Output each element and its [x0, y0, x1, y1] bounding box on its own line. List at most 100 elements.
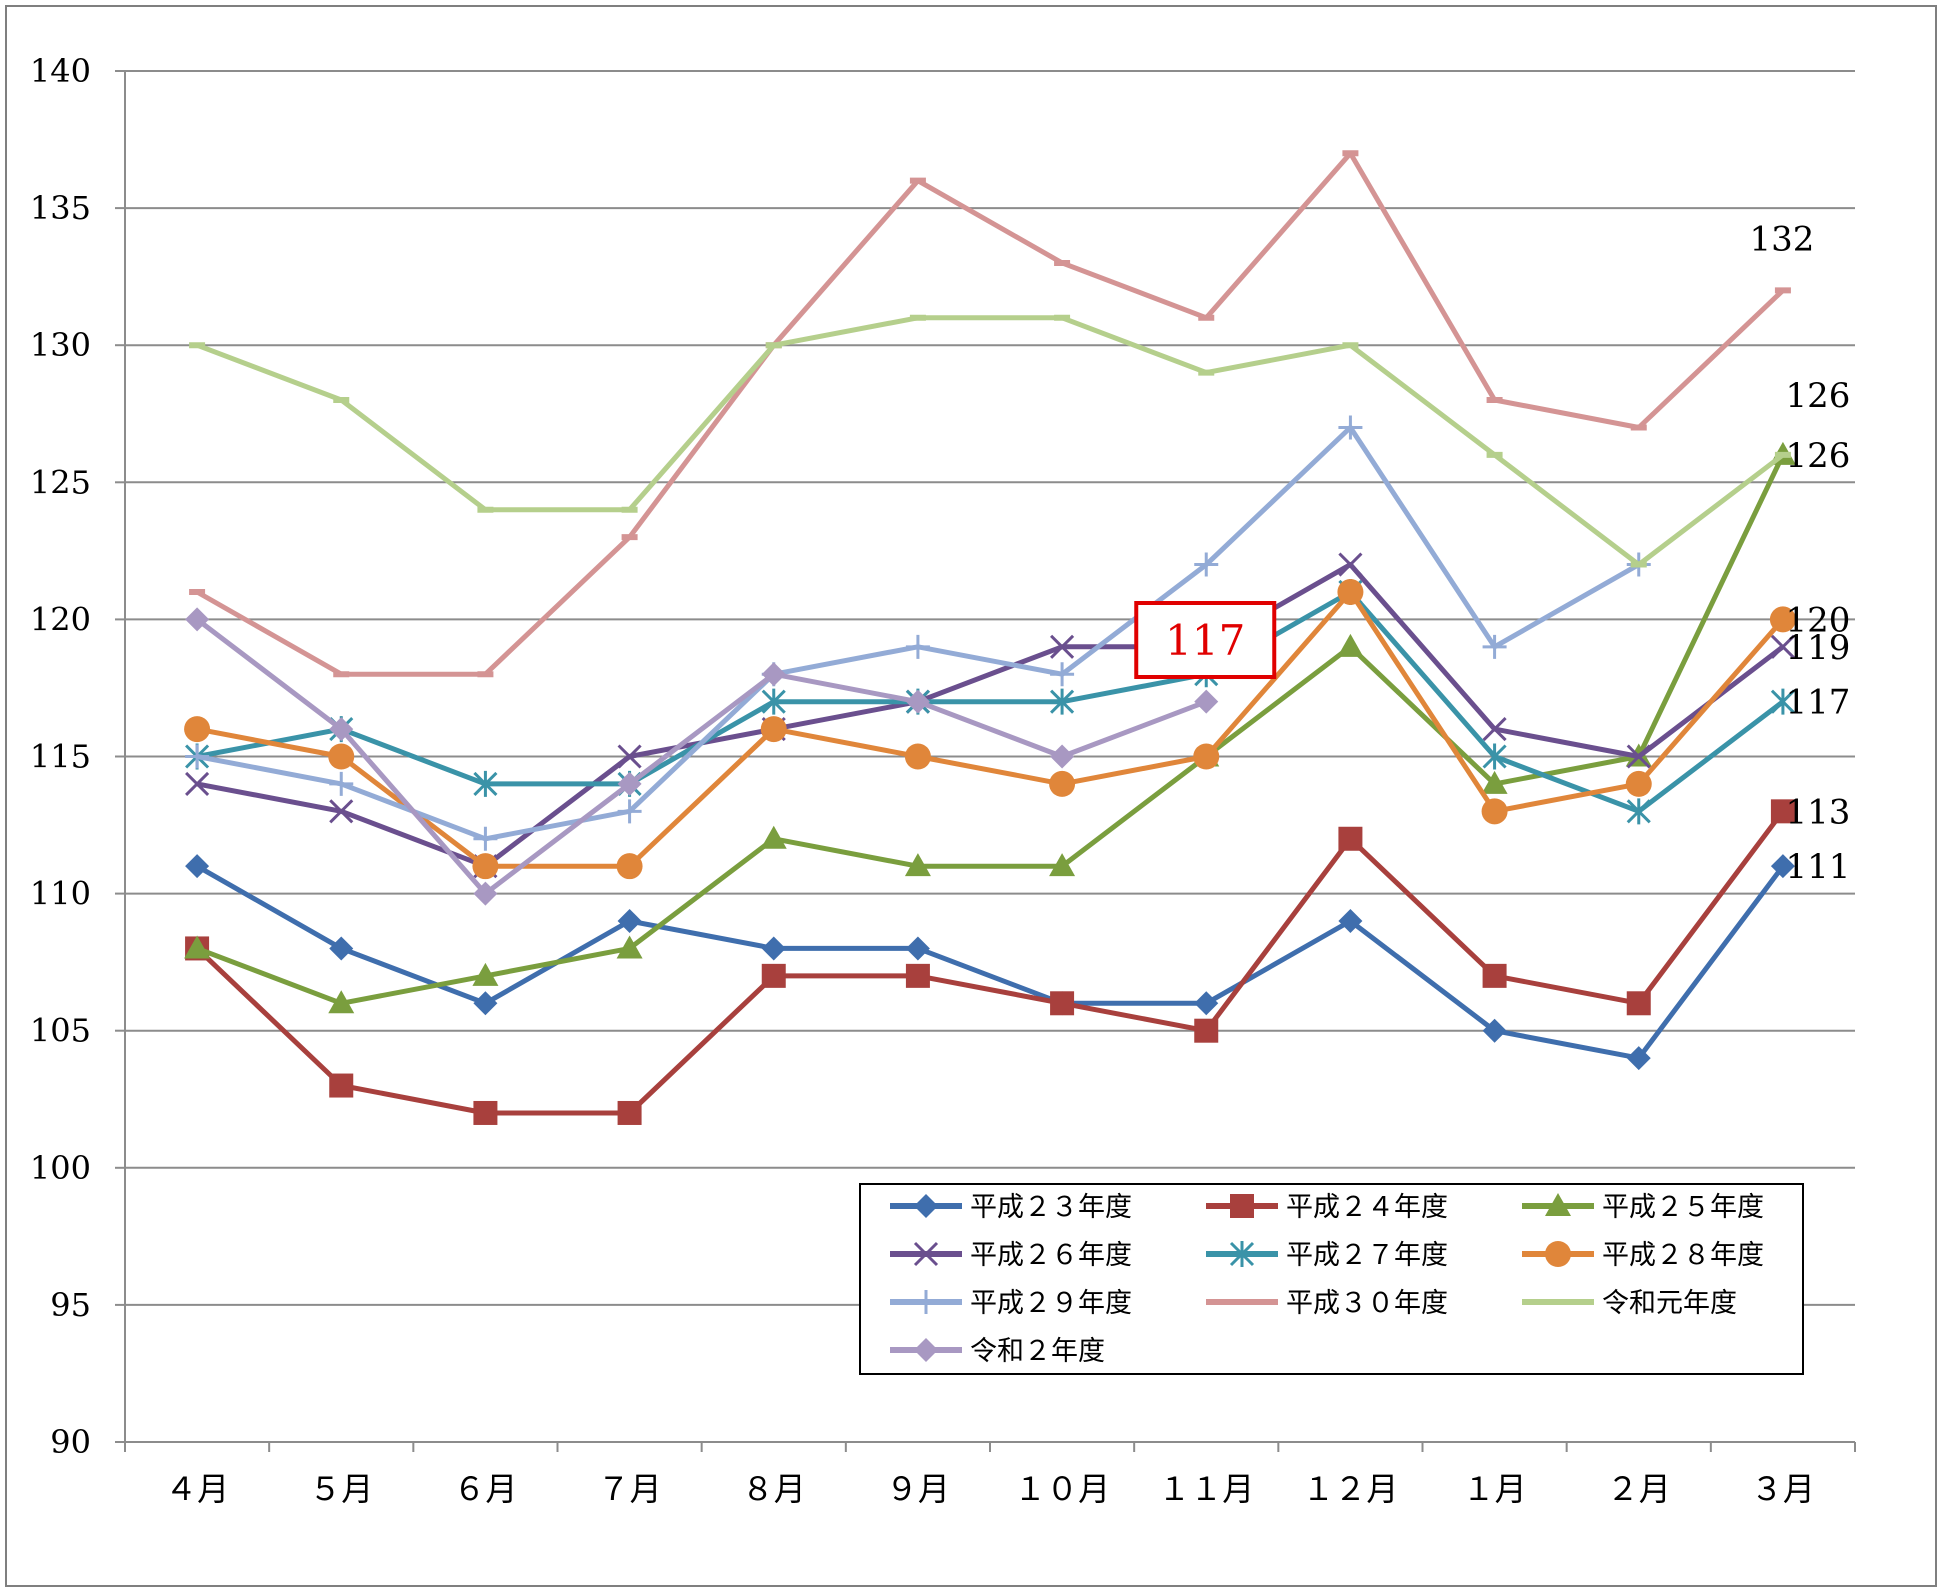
data-point — [616, 853, 643, 880]
legend-item: 平成２６年度 — [890, 1240, 1132, 1271]
data-point — [1482, 717, 1507, 742]
data-point — [328, 990, 355, 1014]
data-point — [1769, 606, 1796, 633]
data-point — [472, 853, 499, 880]
x-tick-label: ９月 — [886, 1470, 950, 1508]
data-point — [1049, 770, 1076, 797]
data-point — [1049, 853, 1076, 877]
end-value-label: 113 — [1786, 792, 1851, 832]
data-point — [1050, 991, 1075, 1016]
data-point — [617, 1100, 642, 1125]
callout: 117 — [1134, 601, 1277, 679]
y-tick-label: 125 — [30, 463, 91, 501]
y-tick-label: 90 — [50, 1423, 91, 1461]
end-value-label: 117 — [1786, 683, 1851, 723]
series-平成２４年度 — [185, 799, 1795, 1125]
legend-item: 平成３０年度 — [1206, 1288, 1448, 1319]
data-point — [328, 743, 355, 770]
series-line — [195, 864, 1785, 1061]
end-value-label: 126 — [1786, 436, 1851, 476]
end-value-label: 119 — [1786, 628, 1851, 668]
y-tick-label: 135 — [30, 189, 91, 227]
legend-label: 平成２４年度 — [1286, 1192, 1448, 1223]
data-point — [1482, 1018, 1507, 1043]
series-line — [195, 617, 1208, 897]
x-tick-label: ８月 — [742, 1470, 806, 1508]
series-令和元年度 — [189, 314, 1791, 568]
series-令和２年度 — [185, 607, 1219, 906]
data-point — [1545, 1193, 1571, 1216]
legend-item: 平成２５年度 — [1522, 1192, 1764, 1223]
legend-item: 平成２３年度 — [890, 1192, 1132, 1223]
x-tick-label: ５月 — [309, 1470, 373, 1508]
legend-label: 平成３０年度 — [1286, 1288, 1448, 1319]
data-point — [473, 881, 498, 906]
data-point — [473, 770, 498, 797]
data-point — [1338, 415, 1363, 440]
legend-label: 平成２３年度 — [970, 1192, 1132, 1223]
data-point — [1050, 744, 1075, 769]
data-point — [1338, 826, 1363, 851]
series-line — [196, 315, 1785, 568]
legend-label: 平成２６年度 — [970, 1240, 1132, 1271]
data-point — [760, 716, 787, 743]
data-point — [761, 963, 786, 988]
data-point — [185, 771, 210, 796]
data-point — [1194, 552, 1219, 577]
data-point — [761, 662, 786, 687]
data-point — [1482, 963, 1507, 988]
data-point — [1625, 770, 1652, 797]
data-point — [1050, 634, 1075, 659]
data-point — [617, 909, 642, 934]
data-point — [1338, 552, 1363, 577]
data-point — [329, 717, 354, 742]
data-point — [760, 825, 787, 849]
data-point — [1193, 743, 1220, 770]
legend-item: 平成２８年度 — [1522, 1240, 1764, 1271]
legend-label: 令和元年度 — [1602, 1288, 1737, 1319]
data-point — [1194, 689, 1219, 714]
legend-label: 令和２年度 — [970, 1336, 1105, 1367]
data-point — [1194, 1018, 1219, 1043]
data-point — [1482, 634, 1507, 659]
data-point — [473, 1100, 498, 1125]
y-tick-label: 140 — [30, 52, 91, 90]
callout-box — [1134, 601, 1277, 679]
x-tick-label: ２月 — [1607, 1470, 1671, 1508]
data-point — [1050, 688, 1075, 715]
data-point — [184, 935, 211, 959]
series-line — [196, 453, 1786, 1006]
y-tick-label: 100 — [30, 1149, 91, 1187]
data-point — [329, 799, 354, 824]
x-tick-label: １月 — [1463, 1470, 1527, 1508]
series-line — [195, 809, 1785, 1116]
x-tick-label: ３月 — [1751, 1470, 1815, 1508]
y-tick-label: 105 — [30, 1012, 91, 1050]
series-line — [196, 589, 1785, 814]
x-tick-label: １１月 — [1158, 1470, 1254, 1508]
data-point — [1770, 634, 1795, 659]
data-point — [761, 936, 786, 961]
data-point — [1050, 662, 1075, 687]
legend-box — [859, 1183, 1804, 1375]
y-tick-label: 95 — [50, 1286, 91, 1324]
series-line — [195, 150, 1785, 677]
data-point — [1770, 854, 1795, 879]
data-point — [1230, 1194, 1254, 1218]
data-point — [473, 826, 498, 851]
data-point — [1626, 1046, 1651, 1071]
data-point — [329, 1073, 354, 1098]
data-point — [185, 744, 210, 769]
data-point — [904, 853, 931, 877]
legend-item: 平成２４年度 — [1206, 1192, 1448, 1223]
data-point — [913, 1241, 939, 1267]
y-tick-label: 120 — [30, 600, 91, 638]
axes: 90 95 100 105 110 115 120 125 130 135 140 ４月 ５月 ６月 ７月 ８… — [30, 52, 1856, 1508]
series-lines — [184, 150, 1796, 1125]
data-point — [1626, 744, 1651, 769]
data-point — [1481, 798, 1508, 825]
data-point — [761, 688, 786, 715]
